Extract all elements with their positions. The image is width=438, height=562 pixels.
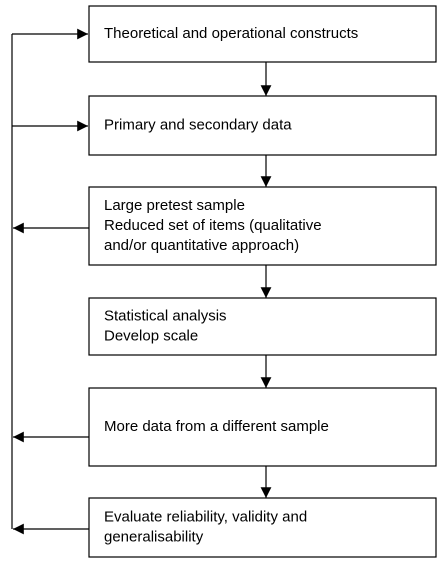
process-box: [88, 387, 437, 467]
box-text: More data from a different sample: [104, 418, 329, 435]
process-box: [88, 497, 437, 558]
box-text: Develop scale: [104, 327, 198, 344]
process-box: [88, 186, 437, 266]
box-text: Statistical analysis: [104, 307, 227, 324]
box-text: generalisability: [104, 528, 204, 545]
process-box: [88, 5, 437, 63]
box-text: Evaluate reliability, validity and: [104, 508, 307, 525]
process-box: [88, 297, 437, 356]
box-text: and/or quantitative approach): [104, 237, 299, 254]
process-box: [88, 95, 437, 156]
box-text: Large pretest sample: [104, 197, 245, 214]
box-text: Theoretical and operational constructs: [104, 25, 358, 42]
box-text: Primary and secondary data: [104, 116, 292, 133]
box-text: Reduced set of items (qualitative: [104, 217, 322, 234]
